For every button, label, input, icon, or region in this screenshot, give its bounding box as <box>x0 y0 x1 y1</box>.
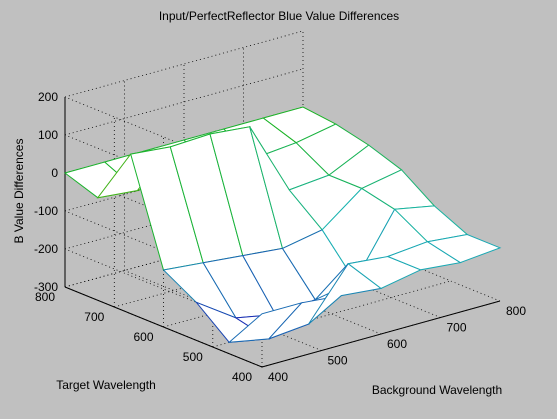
chart-title: Input/PerfectReflector Blue Value Differ… <box>159 9 399 23</box>
y-tick-label: 500 <box>183 350 203 364</box>
y-axis-line <box>64 286 263 368</box>
x-tick-label: 600 <box>387 337 407 351</box>
z-tick-label: -300 <box>34 280 58 294</box>
x-tick-label: 700 <box>446 321 466 335</box>
y-tick-label: 400 <box>232 370 252 384</box>
z-tick-label: 0 <box>51 166 58 180</box>
z-tick-label: 200 <box>38 90 58 104</box>
y-tick-label: 800 <box>35 290 55 304</box>
x-axis-line <box>261 300 501 368</box>
y-tick-label: 600 <box>133 330 153 344</box>
surface-mesh <box>63 106 502 343</box>
surface-cell <box>426 233 502 264</box>
z-tick-label: -200 <box>34 242 58 256</box>
x-tick-label: 500 <box>327 354 347 368</box>
y-axis-label: Target Wavelength <box>56 378 156 392</box>
z-tick-label: 100 <box>38 128 58 142</box>
z-tick-label: -100 <box>34 204 58 218</box>
z-axis-label: B Value Differences <box>12 139 26 244</box>
x-axis-label: Background Wavelength <box>372 383 502 397</box>
x-tick-label: 800 <box>506 304 526 318</box>
y-tick-label: 700 <box>84 310 104 324</box>
x-tick-label: 400 <box>268 370 288 384</box>
axes-grid <box>64 30 501 368</box>
tick-labels: 400 500 600 700 800 400 500 600 700 800 200 100 0 -10… <box>34 90 526 384</box>
